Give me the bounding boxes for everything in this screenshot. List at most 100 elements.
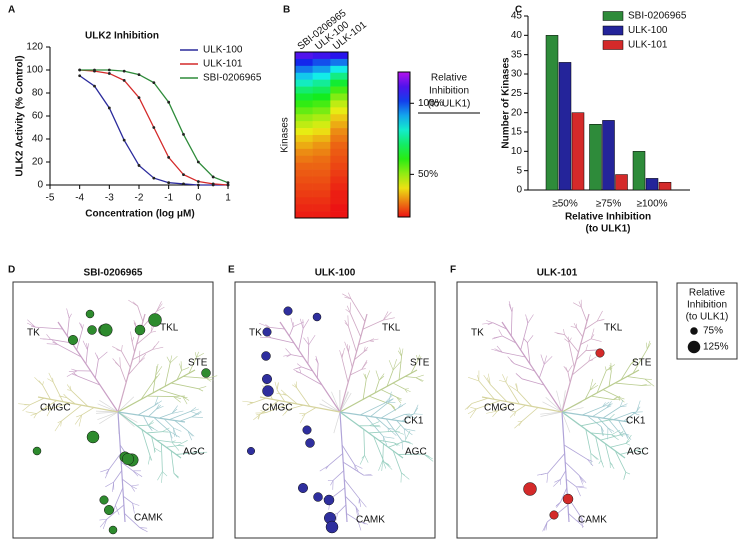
heat-cell [295,211,313,219]
tree-branch [388,440,406,448]
tree-branch [618,420,627,434]
panel-title: ULK-100 [315,268,356,279]
tree-branch [31,326,36,328]
tree-branch [467,408,477,415]
tree-branch [391,413,406,421]
tree-branch [415,377,424,382]
tree-branch [74,414,83,425]
group-label: STE [632,358,652,369]
tree-branch [131,485,137,490]
heat-cell [330,93,349,101]
tree-branch [157,471,163,481]
tree-branch [138,353,147,363]
data-point [167,156,171,159]
tree-branch [301,366,313,372]
tree-branch [590,334,595,339]
kinase-circle [104,505,114,515]
tree-branch [299,412,306,415]
kinase-circle [122,453,134,465]
tree-branch [187,430,193,437]
tree-branch [514,363,535,372]
tree-branch [478,380,495,400]
tree-branch [206,375,218,379]
tree-branch [413,404,419,414]
y-tick-label: 120 [26,42,43,53]
tree-branch [396,420,405,429]
tree-branch [78,414,83,427]
tree-branch [179,416,192,422]
tree-branch [182,396,188,405]
kinase-circle [283,306,293,316]
tree-branch [396,396,402,400]
y-tick-label: 0 [37,180,43,191]
tree-branch [121,345,123,352]
kinase-circle [562,493,574,505]
tree-branch [51,339,58,345]
tree-branch [102,519,107,530]
tree-branch [602,406,621,419]
tree-branch [363,349,368,353]
heat-cell [330,183,349,191]
tree-branch [99,518,107,521]
group-label: TK [27,328,40,339]
tree-branch [25,411,37,414]
y-tick-label: 20 [32,157,44,168]
tree-branch [357,520,362,531]
tree-branch [375,370,380,381]
tree-branch [286,395,298,405]
tree-branch [66,370,78,377]
tree-branch [502,351,526,358]
tree-branch [137,405,155,416]
legend-swatch [602,11,624,21]
tree-branch [555,501,561,507]
tree-branch [520,323,529,351]
tree-branch [288,326,294,337]
x-tick-label: -3 [105,193,114,204]
tree-branch [365,370,371,380]
tree-branch [592,407,607,417]
tree-branch [76,328,83,351]
tree-branch [626,376,645,380]
tree-branch [341,358,349,383]
colorbar [397,71,411,218]
tree-branch [578,301,582,308]
tree-branch [590,453,598,460]
tree-branch [35,326,63,330]
data-point [196,160,200,164]
tree-branch [156,406,164,410]
tree-branch [141,429,151,456]
kinase-circle [99,323,113,337]
bar [571,112,585,191]
tree-branch [287,404,304,410]
heat-cell [312,100,331,108]
tree-branch [97,403,119,413]
tree-branch [173,427,177,438]
tree-branch [354,351,365,361]
kinase-circle [148,313,162,327]
heat-cell [330,197,349,205]
panel-title: ULK-101 [537,268,578,279]
tree-branch [576,327,584,338]
tree-branch [79,322,83,330]
tree-branch [410,360,419,374]
tree-branch [247,402,254,406]
tree-branch [294,383,297,388]
bar [615,174,628,191]
tree-branch [491,335,503,340]
tree-branch [632,349,648,374]
tree-branch [487,322,494,325]
tree-branch [527,342,531,365]
tree-branch [619,430,624,436]
tree-branch [392,361,402,371]
tree-branch [131,337,135,343]
tree-branch [45,405,52,409]
tree-branch [349,302,352,313]
heat-cell [330,86,349,94]
tree-branch [383,311,389,321]
tree-branch [293,321,305,327]
bar [645,178,659,191]
heat-cell [330,72,349,80]
tree-branch [341,347,345,359]
tree-branch [85,349,88,365]
